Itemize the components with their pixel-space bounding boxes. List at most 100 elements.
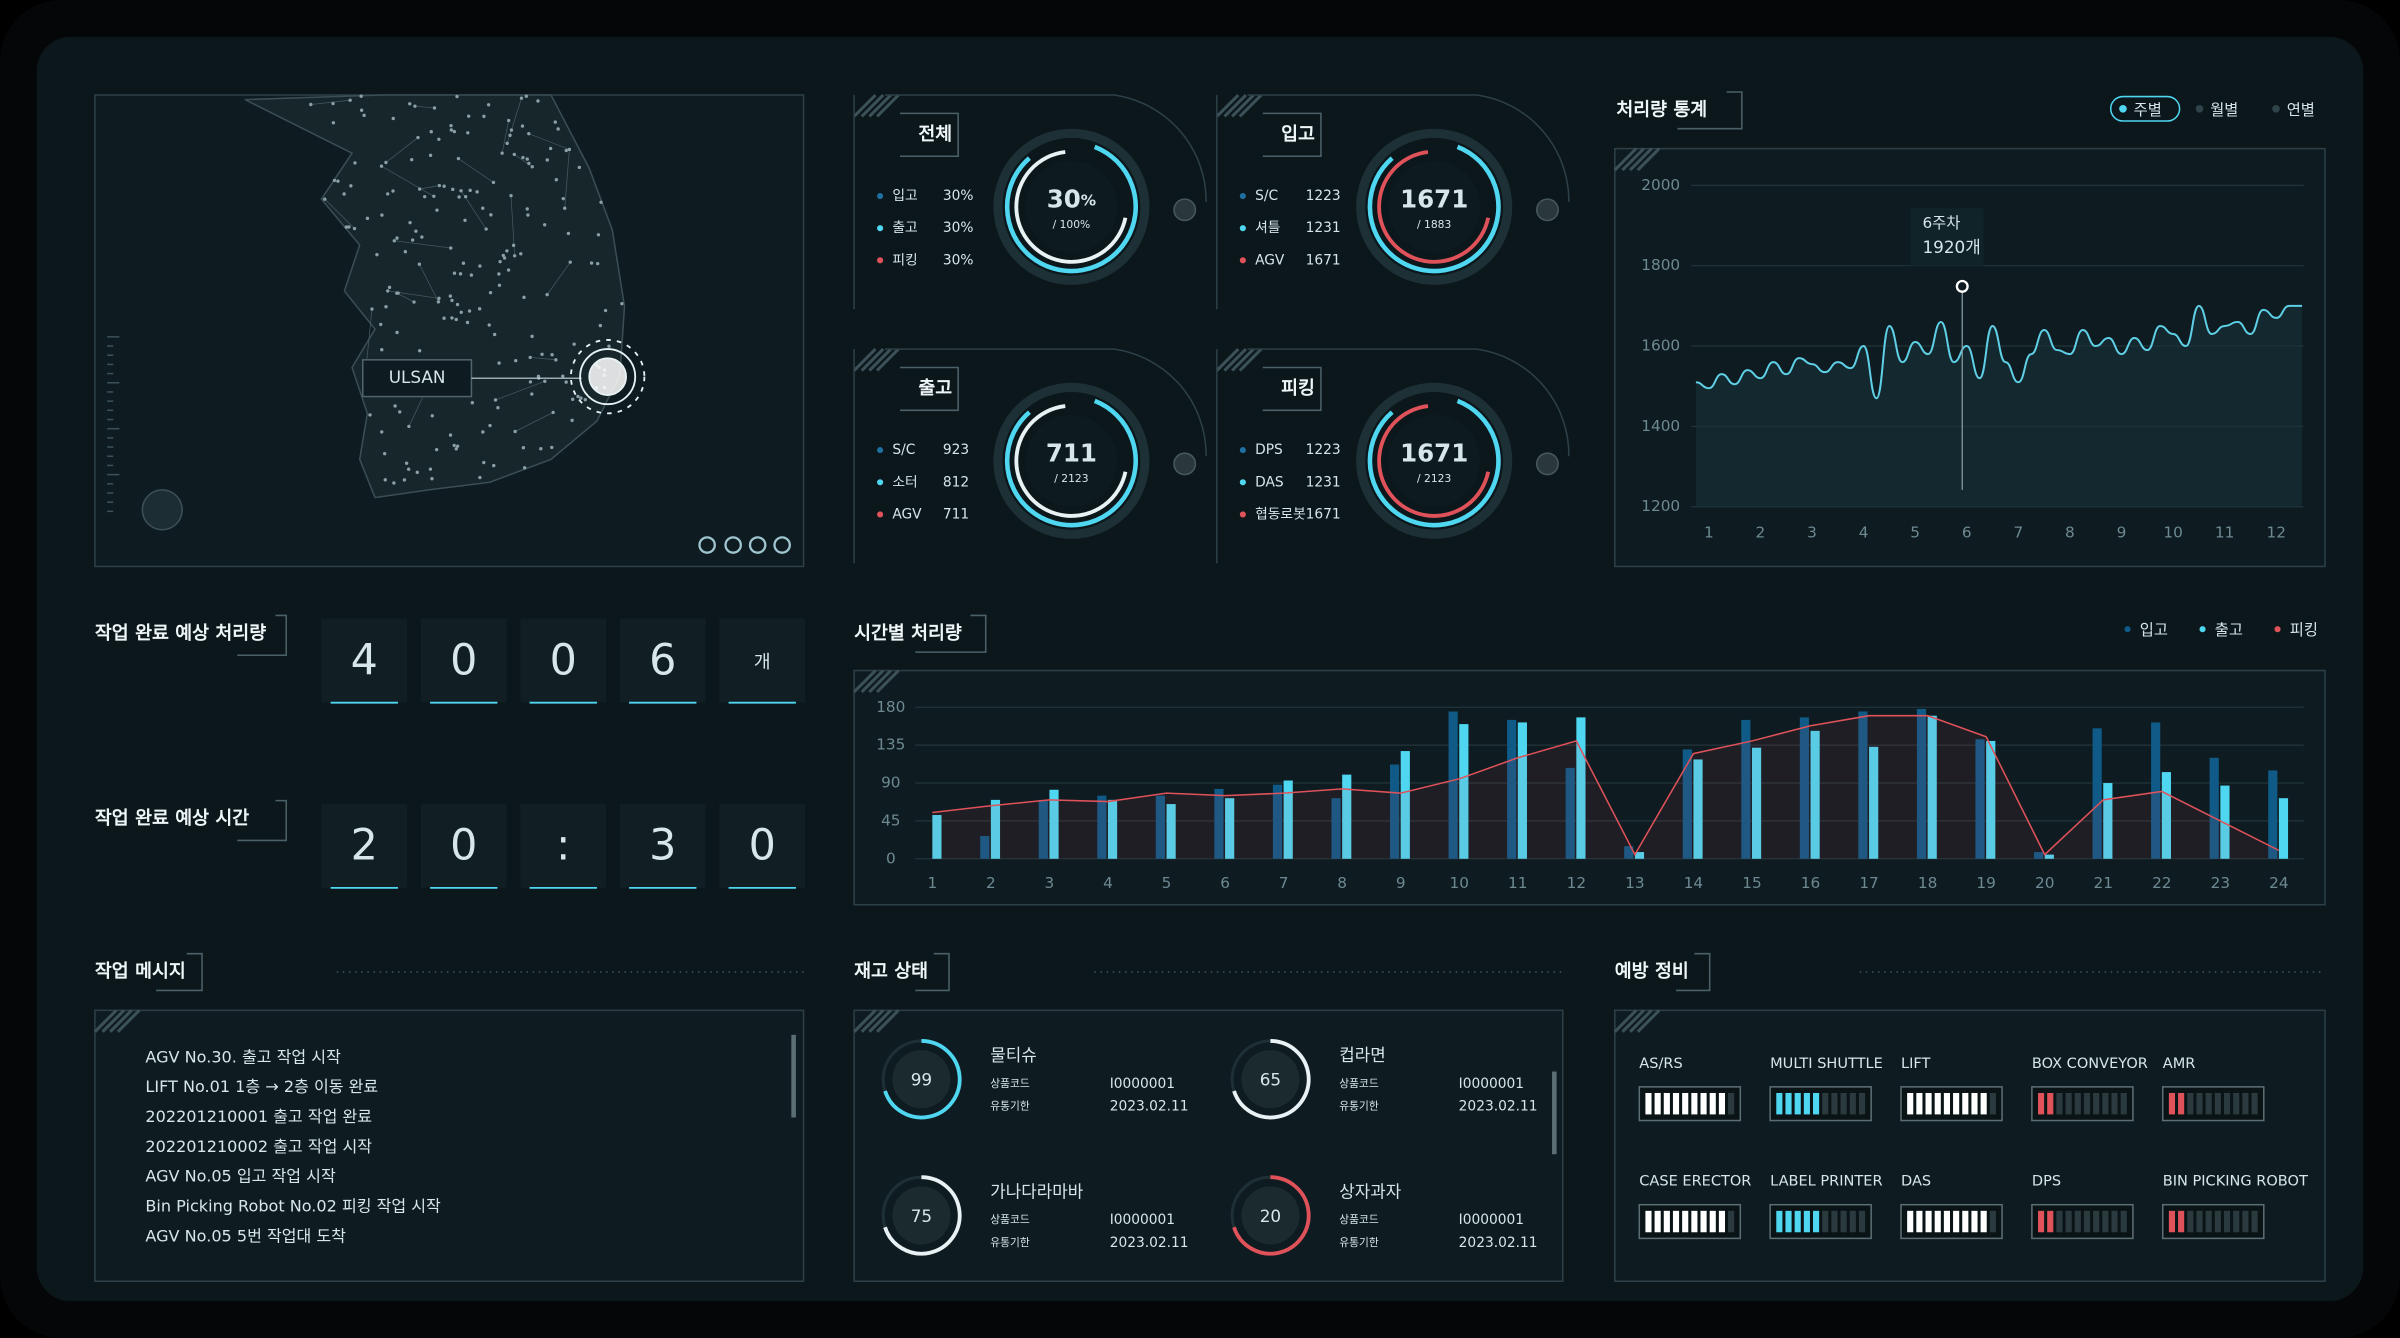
stock-code: I0000001 bbox=[1110, 1076, 1175, 1092]
map-dot bbox=[470, 401, 475, 405]
map-dot bbox=[463, 194, 468, 199]
equipment-seg bbox=[1907, 1092, 1914, 1115]
map-dot bbox=[564, 380, 568, 384]
map-dot bbox=[437, 183, 442, 188]
equipment-seg bbox=[1971, 1210, 1978, 1233]
corner-hatch bbox=[93, 1009, 118, 1033]
legend-dot bbox=[877, 225, 884, 232]
map-link bbox=[414, 105, 435, 109]
map-dot bbox=[413, 104, 417, 108]
line-area bbox=[932, 715, 2279, 859]
map-dot bbox=[528, 380, 533, 384]
map-dot bbox=[505, 249, 509, 253]
title-bracket bbox=[1262, 366, 1322, 412]
gauge-title: 입고 bbox=[1281, 123, 1315, 145]
map-link bbox=[310, 99, 351, 105]
stock-name: 물티슈 bbox=[990, 1045, 1036, 1065]
map-target bbox=[588, 357, 627, 396]
stock-code-label: 상품코드 bbox=[990, 1213, 1030, 1226]
gauge-title: 전체 bbox=[918, 124, 952, 145]
corner-hatch bbox=[1231, 348, 1255, 372]
x-tick-label: 11 bbox=[1508, 874, 1527, 892]
stock-name: 컵라면 bbox=[1339, 1045, 1385, 1065]
digit: 0 bbox=[450, 635, 477, 685]
map-dot bbox=[465, 320, 470, 325]
x-tick-label: 5 bbox=[1162, 874, 1172, 892]
bar bbox=[1459, 724, 1469, 859]
map-dot bbox=[406, 467, 411, 471]
map-dot bbox=[508, 133, 512, 138]
stock-value: 20 bbox=[1260, 1206, 1281, 1226]
map-dot bbox=[380, 348, 384, 352]
bar bbox=[1331, 798, 1341, 859]
gauge-arc-inner bbox=[1377, 404, 1491, 518]
gauge-value: 711 bbox=[1046, 439, 1097, 468]
map-link bbox=[381, 165, 435, 197]
gauge-item-name: 출고 bbox=[892, 220, 917, 236]
x-tick-label: 18 bbox=[1918, 874, 1937, 892]
tab[interactable]: 월별 bbox=[2210, 101, 2238, 119]
map-dot bbox=[539, 447, 543, 451]
title-bracket bbox=[900, 366, 959, 412]
corner-hatch bbox=[1223, 348, 1248, 372]
map-label: ULSAN bbox=[389, 367, 446, 387]
map-dot bbox=[550, 445, 554, 450]
corner-hatch bbox=[875, 1009, 900, 1033]
map-dot bbox=[449, 128, 454, 132]
map-link bbox=[324, 198, 355, 229]
title-bracket bbox=[900, 112, 959, 158]
gauge-arc-inner bbox=[1014, 404, 1128, 518]
counter-label: 작업 완료 예상 시간 bbox=[95, 807, 249, 829]
map-dot bbox=[457, 195, 461, 199]
stock-date: 2023.02.11 bbox=[1110, 1235, 1189, 1251]
map-dot bbox=[540, 352, 544, 356]
message-line: 202201210001 출고 작업 완료 bbox=[145, 1107, 372, 1126]
equipment-seg bbox=[2120, 1092, 2127, 1115]
equipment-seg bbox=[1822, 1092, 1829, 1115]
map-dot bbox=[481, 430, 485, 434]
map-dot bbox=[468, 188, 472, 193]
message-line: 202201210002 출고 작업 시작 bbox=[145, 1137, 372, 1156]
map-dot bbox=[452, 271, 457, 275]
map-dot bbox=[430, 477, 434, 481]
equipment-seg bbox=[2196, 1210, 2203, 1233]
tab-dot bbox=[2272, 104, 2280, 113]
corner-hatch bbox=[1215, 348, 1240, 372]
map-shape bbox=[244, 94, 626, 499]
map-dot bbox=[336, 179, 340, 183]
gauge-item-value: 1223 bbox=[1306, 188, 1341, 204]
bar bbox=[1693, 759, 1703, 859]
map-dot bbox=[386, 192, 390, 196]
x-tick-label: 10 bbox=[1450, 874, 1469, 892]
equipment-seg bbox=[1709, 1092, 1716, 1115]
x-tick-label: 11 bbox=[2215, 523, 2234, 541]
digit: 2 bbox=[351, 821, 378, 871]
equipment-seg bbox=[2242, 1092, 2249, 1115]
corner-hatch bbox=[860, 1009, 885, 1033]
bar bbox=[1097, 795, 1107, 859]
map-dot bbox=[583, 397, 587, 402]
gauge-knob bbox=[1535, 452, 1559, 476]
gauge-core bbox=[1388, 414, 1481, 507]
stock-code: I0000001 bbox=[1459, 1212, 1524, 1228]
map-dot bbox=[570, 418, 574, 422]
map-dot bbox=[492, 332, 497, 337]
tab[interactable]: 주별 bbox=[2134, 101, 2162, 119]
corner-hatch bbox=[852, 93, 877, 118]
equipment-seg bbox=[1980, 1092, 1987, 1115]
map-link bbox=[458, 158, 494, 183]
map-dot bbox=[353, 161, 357, 165]
map-dot bbox=[550, 353, 554, 357]
tab[interactable]: 연별 bbox=[2287, 101, 2315, 119]
tab-active[interactable] bbox=[2109, 95, 2181, 122]
map-dot bbox=[449, 246, 453, 250]
bar bbox=[2220, 785, 2230, 859]
map-dot bbox=[484, 227, 488, 231]
map-dot bbox=[442, 184, 446, 188]
equipment-seg bbox=[2178, 1092, 2185, 1115]
section-title: 작업 메시지 bbox=[95, 960, 186, 982]
gauge-knob bbox=[1535, 198, 1559, 222]
legend-dot bbox=[1239, 479, 1246, 486]
map-dot bbox=[403, 250, 408, 254]
bar bbox=[1507, 719, 1517, 859]
